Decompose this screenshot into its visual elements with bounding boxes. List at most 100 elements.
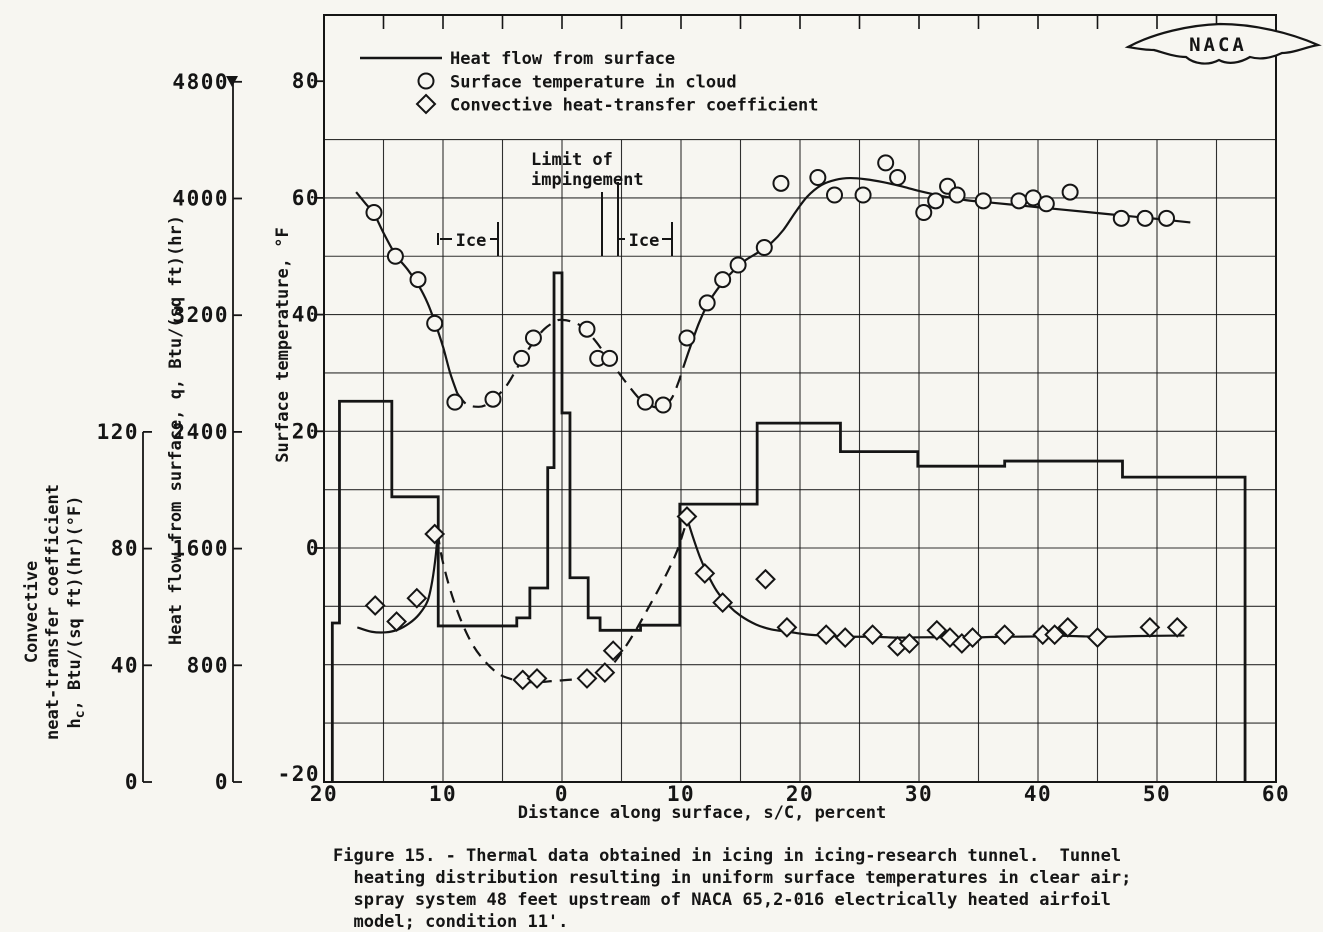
- x-tick-label: 20: [786, 782, 814, 806]
- q-axis-title: Heat flow from surface, q, Btu/(sq ft)(h…: [166, 215, 186, 645]
- temp-point-circle: [446, 393, 464, 411]
- temp-tick-label: 80: [292, 69, 320, 93]
- temp-point-circle: [513, 349, 531, 367]
- caption-line: heating distribution resulting in unifor…: [333, 868, 1132, 888]
- limit-text-line1: Limit of: [531, 150, 613, 170]
- hc-tick-label: 120: [97, 420, 139, 444]
- hc-axis-title-line1: Convective: [22, 561, 42, 663]
- plot-border: [323, 14, 1277, 783]
- temp-point-circle: [755, 238, 773, 256]
- hc-series: [356, 506, 1188, 691]
- temp-point-circle: [698, 294, 716, 312]
- x-axis: 20 10 0 10 20 30 40 50 60: [310, 782, 1289, 806]
- legend-label-surface-temp: Surface temperature in cloud: [450, 73, 737, 93]
- temp-curve-solid: [682, 176, 1191, 368]
- ice-annotation-right: Ice: [618, 222, 673, 256]
- temp-point-circle: [636, 393, 654, 411]
- q-axis-top-marker: [226, 76, 238, 87]
- temp-point-circle: [729, 256, 747, 274]
- heat-flow-step-line: [330, 271, 1247, 782]
- temp-point-circle: [854, 186, 872, 204]
- temperature-axis: 80 60 40 20 0 -20: [278, 69, 324, 786]
- hc-point-diamond: [694, 562, 716, 584]
- x-tick-label: 30: [905, 782, 933, 806]
- temp-point-circle: [1136, 209, 1154, 227]
- plot-border-rect: [323, 14, 1277, 783]
- hc-point-diamond: [755, 568, 776, 590]
- limit-text-line2: impingement: [531, 170, 644, 190]
- temp-point-circle: [889, 168, 907, 186]
- surface-temp-series: [355, 154, 1191, 414]
- x-tick-label: 10: [667, 782, 695, 806]
- hc-tick-label: 80: [111, 537, 139, 561]
- hc-tick-label: 0: [125, 770, 139, 794]
- hc-point-diamond: [1044, 624, 1066, 646]
- hc-point-diamond: [1057, 616, 1079, 638]
- ice-annotation-left: Ice: [437, 222, 499, 256]
- figure-caption: Figure 15. - Thermal data obtained in ic…: [333, 845, 1131, 932]
- temp-tick-label: 0: [306, 536, 320, 560]
- temp-point-circle: [601, 349, 619, 367]
- temp-point-circle: [524, 329, 542, 347]
- hc-point-diamond: [939, 627, 961, 648]
- temp-point-circle: [1061, 183, 1079, 201]
- temp-point-circle: [578, 320, 596, 338]
- hc-tick-label: 40: [111, 653, 139, 677]
- naca-logo-text: NACA: [1189, 34, 1247, 56]
- hc-point-diamond: [899, 633, 920, 654]
- caption-line: spray system 48 feet upstream of NACA 65…: [333, 890, 1111, 910]
- q-tick-label: 3200: [172, 303, 229, 327]
- hc-axis: 120 80 40 0: [97, 420, 152, 794]
- hc-point-diamond: [526, 668, 548, 689]
- temp-point-circle: [1037, 195, 1055, 213]
- hc-axis-title-line3: hc, Btu/(sq ft)(hr)(°F): [65, 495, 88, 728]
- hc-point-diamond: [712, 592, 734, 613]
- x-tick-label: 40: [1024, 782, 1052, 806]
- axis-titles: Distance along surface, s/C, percent Sur…: [22, 215, 886, 823]
- hc-point-diamond: [994, 624, 1016, 646]
- ice-left-label: Ice: [456, 231, 487, 251]
- limit-annotation: Limit of impingement: [531, 150, 644, 256]
- x-tick-label: 0: [555, 782, 569, 806]
- hc-point-diamond: [926, 619, 948, 641]
- temp-point-circle: [386, 247, 404, 265]
- q-tick-label: 800: [187, 653, 229, 677]
- hc-point-diamond: [364, 595, 386, 616]
- hc-point-diamond: [406, 587, 428, 609]
- legend-diamond-icon: [415, 93, 437, 115]
- ice-right-label: Ice: [629, 231, 660, 251]
- legend-label-heat-flow: Heat flow from surface: [450, 49, 675, 69]
- temp-point-circle: [714, 271, 732, 289]
- temp-curve-solid: [355, 191, 459, 394]
- x-axis-title: Distance along surface, s/C, percent: [518, 803, 886, 823]
- x-tick-label: 50: [1143, 782, 1171, 806]
- temp-point-circle: [678, 329, 696, 347]
- hc-point-diamond: [1166, 616, 1188, 638]
- hc-axis-title-line2: neat-transfer coefficient: [43, 484, 63, 740]
- legend-circle-icon: [417, 72, 435, 90]
- naca-logo: NACA: [1124, 22, 1322, 65]
- caption-line: model; condition 11'.: [333, 912, 569, 932]
- caption-line: Figure 15. - Thermal data obtained in ic…: [333, 846, 1122, 866]
- q-tick-label: 4800: [172, 70, 229, 94]
- temp-axis-title: Surface temperature, °F: [273, 227, 293, 462]
- hc-point-diamond: [1087, 627, 1108, 648]
- hc-point-diamond: [862, 624, 884, 646]
- hc-point-diamond: [815, 624, 837, 646]
- temp-point-circle: [426, 314, 444, 332]
- grid: [323, 15, 1277, 782]
- legend-label-hc: Convective heat-transfer coefficient: [450, 96, 818, 116]
- q-tick-label: 4000: [172, 187, 229, 211]
- hc-point-diamond: [676, 506, 698, 527]
- temp-tick-label: 20: [292, 419, 320, 443]
- ice-right-bracket: [618, 222, 673, 256]
- legend: Heat flow from surface Surface temperatu…: [360, 49, 818, 116]
- q-tick-label: 1600: [172, 537, 229, 561]
- temp-tick-label: 60: [292, 186, 320, 210]
- heat-flow-series: [330, 271, 1247, 782]
- temp-tick-label: 40: [292, 303, 320, 327]
- temp-point-circle: [654, 396, 672, 414]
- naca-wing-icon: [1124, 22, 1322, 65]
